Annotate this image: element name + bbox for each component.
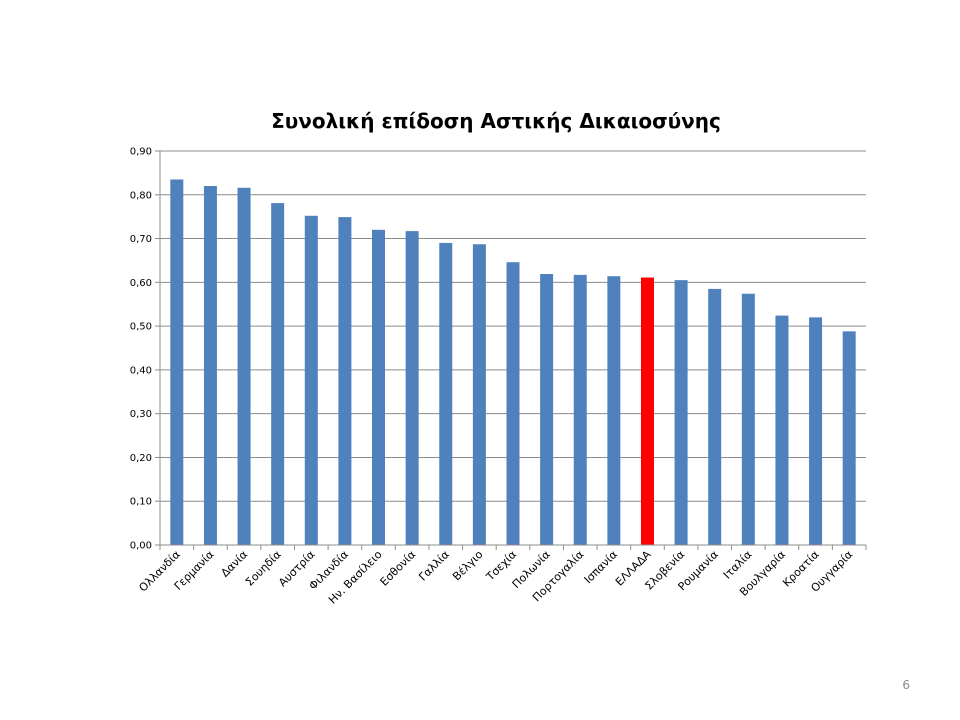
y-tick-label: 0,70 bbox=[130, 234, 152, 245]
bar bbox=[809, 317, 823, 545]
y-tick-label: 0,30 bbox=[130, 409, 152, 420]
y-tick-label: 0,10 bbox=[130, 497, 152, 508]
bar bbox=[741, 293, 755, 545]
bar bbox=[607, 276, 621, 545]
page-number: 6 bbox=[902, 678, 910, 692]
y-tick-label: 0,80 bbox=[130, 190, 152, 201]
bar bbox=[472, 244, 486, 545]
x-category-label: Γαλλία bbox=[416, 548, 452, 584]
y-tick-label: 0,90 bbox=[130, 147, 152, 158]
x-category-label: Βέλγιο bbox=[450, 548, 486, 584]
y-tick-label: 0,50 bbox=[130, 322, 152, 333]
bar bbox=[372, 229, 386, 546]
bar-highlighted bbox=[640, 277, 654, 545]
bar bbox=[203, 186, 217, 545]
bar bbox=[439, 242, 453, 545]
bar bbox=[674, 280, 688, 545]
bar bbox=[338, 217, 352, 545]
x-category-label: Εσθονία bbox=[378, 548, 419, 589]
y-tick-label: 0,20 bbox=[130, 453, 152, 464]
y-tick-label: 0,60 bbox=[130, 278, 152, 289]
y-tick-label: 0,40 bbox=[130, 365, 152, 376]
bars bbox=[170, 179, 856, 546]
bar bbox=[573, 274, 587, 545]
bar bbox=[540, 274, 554, 545]
bar bbox=[775, 315, 789, 545]
bar bbox=[304, 215, 318, 546]
y-axis-tick-labels: 0,00 0,10 0,20 0,30 0,40 0,50 0,60 0,70 0,80 0,90 bbox=[130, 147, 152, 552]
x-category-label: Δανία bbox=[218, 548, 250, 580]
bar bbox=[842, 331, 856, 545]
y-tick-label: 0,00 bbox=[130, 541, 152, 552]
axes bbox=[155, 150, 867, 550]
bar bbox=[271, 203, 285, 545]
bar bbox=[170, 179, 184, 545]
bar bbox=[506, 262, 520, 545]
bar bbox=[405, 231, 419, 546]
bar bbox=[237, 187, 251, 545]
bar bbox=[708, 288, 722, 545]
chart-title: Συνολική επίδοση Αστικής Δικαιοσύνης bbox=[271, 109, 721, 133]
